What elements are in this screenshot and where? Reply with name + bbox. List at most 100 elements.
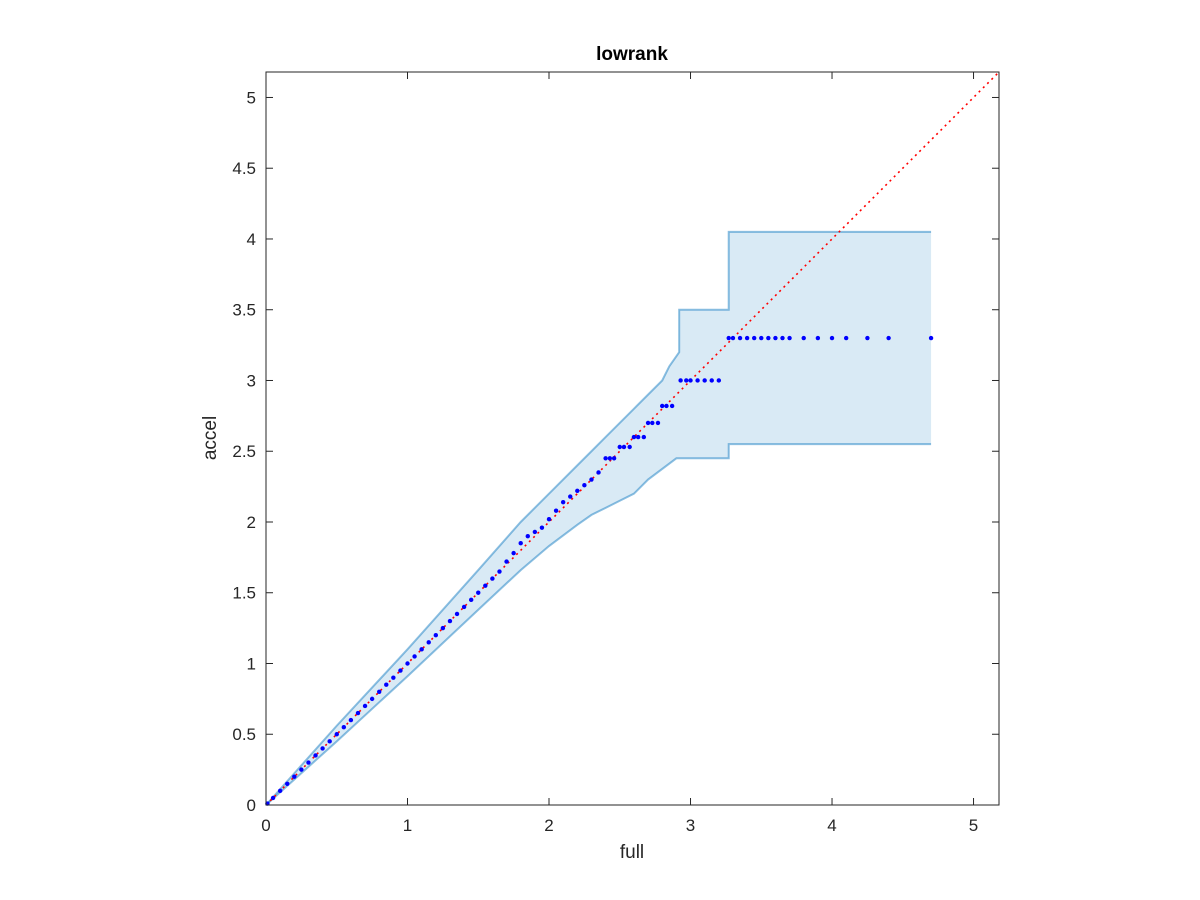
axes-box: [265, 71, 1000, 806]
data-point: [617, 444, 622, 450]
data-point: [518, 541, 523, 546]
y-axis-ticks: 0 0.5 1 1.5 2 2.5 3 3.5 4 4.5 5: [232, 88, 999, 815]
data-point: [483, 583, 488, 588]
data-point: [511, 550, 516, 556]
data-point: [695, 378, 700, 383]
data-point: [669, 403, 675, 409]
data-point: [454, 611, 460, 617]
data-point: [730, 335, 736, 341]
chart-title: lowrank: [596, 44, 668, 65]
data-point: [277, 788, 283, 794]
data-point: [645, 420, 651, 426]
data-point: [497, 569, 502, 574]
data-point: [603, 456, 608, 461]
y-tick-label: 3.5: [232, 301, 256, 320]
data-point: [377, 689, 382, 694]
data-point: [490, 576, 495, 581]
data-point: [759, 335, 764, 341]
x-tick-label: 1: [403, 816, 412, 835]
data-point: [773, 335, 778, 341]
data-point: [560, 499, 566, 505]
data-point: [546, 516, 552, 522]
y-tick-label: 4: [247, 230, 256, 249]
data-point: [419, 647, 424, 652]
data-point: [596, 470, 601, 475]
data-point: [348, 717, 354, 723]
data-point: [292, 774, 297, 779]
scatter-points: [265, 335, 934, 806]
data-point: [476, 590, 481, 595]
data-point: [589, 477, 594, 482]
data-point: [611, 456, 617, 461]
data-point: [405, 661, 410, 666]
y-tick-label: 5: [247, 88, 256, 107]
data-point: [829, 335, 835, 341]
data-point: [631, 434, 637, 440]
data-point: [412, 654, 417, 659]
data-point: [621, 444, 627, 450]
data-point: [641, 434, 647, 440]
data-point: [313, 753, 318, 758]
data-point: [582, 482, 587, 488]
data-point: [468, 597, 474, 603]
band-fill: [266, 231, 932, 805]
data-point: [678, 378, 683, 383]
data-point: [716, 378, 722, 383]
x-tick-label: 5: [969, 816, 978, 835]
data-point: [355, 710, 361, 716]
data-point: [440, 625, 446, 631]
data-point: [539, 525, 545, 530]
data-point: [801, 335, 806, 341]
y-tick-label: 1.5: [232, 584, 256, 603]
data-point: [751, 335, 757, 341]
data-point: [766, 335, 771, 341]
data-point: [553, 508, 559, 513]
data-point: [702, 378, 707, 383]
data-point: [525, 533, 530, 539]
y-axis-label: accel: [200, 416, 221, 460]
data-point: [780, 335, 785, 341]
data-point: [660, 403, 665, 409]
data-point: [433, 632, 439, 638]
data-point: [391, 675, 396, 680]
data-point: [928, 335, 934, 341]
data-point: [726, 335, 731, 341]
data-point: [270, 795, 276, 801]
band-upper-edge: [265, 230, 932, 806]
data-point: [627, 444, 632, 450]
data-point: [568, 494, 573, 499]
data-point: [398, 668, 403, 673]
data-point: [320, 746, 325, 751]
y-tick-label: 0: [247, 796, 256, 815]
x-tick-label: 3: [686, 816, 695, 835]
data-point: [327, 739, 332, 744]
band-lower-edge: [265, 443, 932, 806]
y-tick-label: 2.5: [232, 442, 256, 461]
data-point: [607, 456, 613, 461]
data-point: [575, 488, 580, 494]
data-point: [650, 420, 655, 426]
data-point: [815, 335, 821, 341]
data-point: [504, 559, 509, 564]
data-point: [461, 604, 467, 610]
data-point: [341, 724, 347, 730]
data-point: [688, 378, 693, 383]
x-tick-label: 2: [544, 816, 553, 835]
data-point: [369, 696, 375, 702]
data-point: [886, 335, 891, 341]
data-point: [709, 378, 714, 383]
data-point: [737, 335, 743, 341]
data-point: [865, 335, 870, 341]
data-point: [285, 781, 290, 786]
y-tick-label: 1: [247, 654, 256, 673]
data-point: [384, 682, 389, 687]
data-point: [655, 420, 661, 426]
y-tick-label: 3: [247, 371, 256, 390]
data-point: [843, 335, 849, 341]
data-point: [664, 403, 669, 409]
x-axis-ticks: 0 1 2 3 4 5: [261, 72, 978, 835]
y-tick-label: 4.5: [232, 159, 256, 178]
x-tick-label: 0: [261, 816, 270, 835]
